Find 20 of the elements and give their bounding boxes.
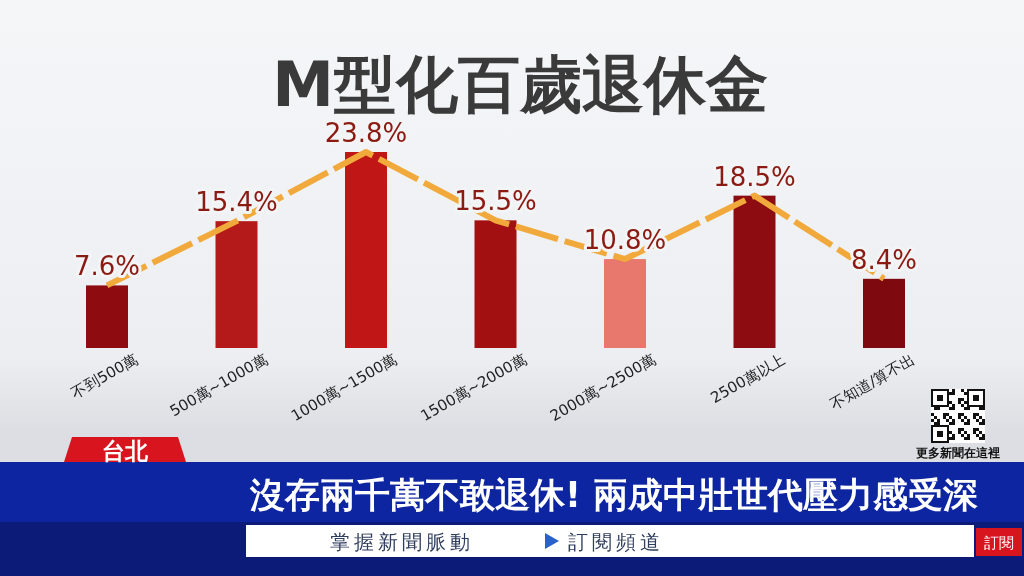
data-label: 10.8% [583, 225, 667, 256]
text: 訂閱頻道 [568, 530, 664, 554]
bar [215, 221, 258, 348]
chart-title: M型化百歲退休金 [272, 48, 768, 121]
text: 台北 [102, 438, 149, 464]
x-tick-label: 不知道/算不出 [826, 349, 918, 413]
data-label: 18.5% [713, 161, 796, 192]
x-tick-label: 不到500萬 [68, 349, 141, 403]
bar [345, 152, 387, 348]
text: 沒存兩千萬不敢退休! 兩成中壯世代壓力感受深 [249, 475, 979, 515]
bar [474, 220, 517, 348]
data-label: 23.8% [324, 118, 408, 148]
bar [86, 285, 128, 348]
data-label: 7.6% [73, 251, 141, 282]
text: 訂閱 [984, 534, 1014, 552]
text: 更多新聞在這裡 [916, 446, 1000, 460]
bar [733, 195, 776, 348]
text: 掌握新聞脈動 [330, 530, 474, 554]
bar [863, 278, 905, 348]
bar [604, 259, 646, 348]
